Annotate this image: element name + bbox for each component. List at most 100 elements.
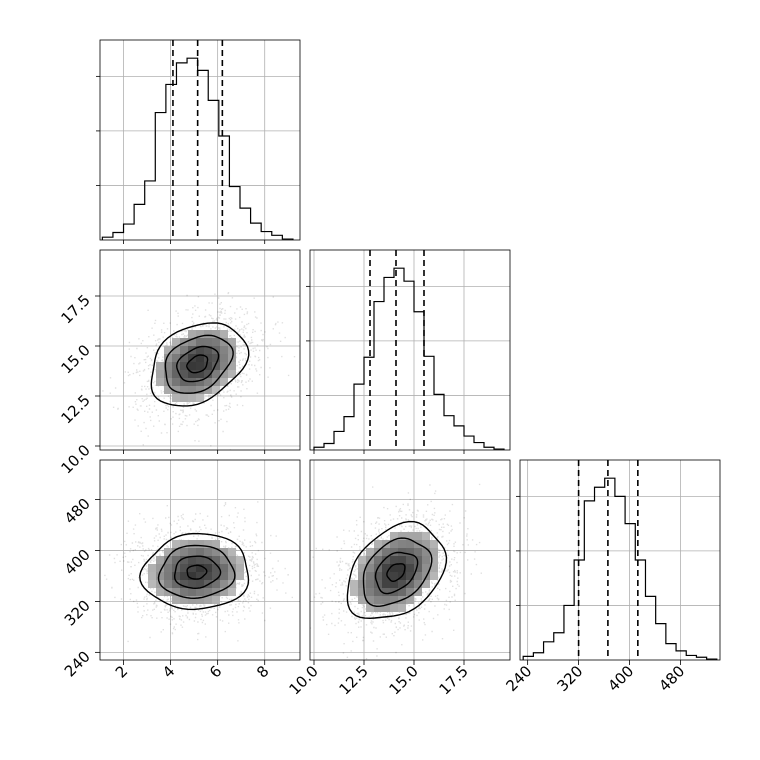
density-cell xyxy=(422,540,430,548)
density-cell xyxy=(172,548,180,556)
histogram-1 xyxy=(313,267,505,450)
density-cell xyxy=(374,604,382,612)
density-cell xyxy=(430,572,438,580)
density-cell xyxy=(220,378,228,386)
density-cell xyxy=(406,548,414,556)
x-tick-label: 12.5 xyxy=(335,662,371,698)
density-cell xyxy=(220,572,228,580)
density-cell xyxy=(220,346,228,354)
density-cell xyxy=(180,370,188,378)
density-cell xyxy=(172,556,180,564)
density-cell xyxy=(204,596,212,604)
density-cell xyxy=(188,540,196,548)
density-cell xyxy=(398,548,406,556)
density-cell xyxy=(196,370,204,378)
density-cell xyxy=(422,556,430,564)
density-cell xyxy=(188,370,196,378)
density-cell xyxy=(204,564,212,572)
x-tick-label: 480 xyxy=(655,662,688,695)
y-tick-label: 480 xyxy=(61,495,94,528)
hist-panel-2 xyxy=(516,459,721,661)
density-cell xyxy=(236,572,244,580)
density-cell xyxy=(156,556,164,564)
scatter-frame-0 xyxy=(99,249,301,451)
density-cell xyxy=(398,580,406,588)
density-cell xyxy=(220,338,228,346)
contour-1-1 xyxy=(174,555,222,590)
panel-content-1 xyxy=(100,460,300,660)
x-tick-label: 4 xyxy=(159,662,178,681)
density-cell xyxy=(188,588,196,596)
density-cell xyxy=(164,362,172,370)
density-cell xyxy=(164,556,172,564)
density-cell xyxy=(212,338,220,346)
density-cell xyxy=(148,572,156,580)
density-cell xyxy=(406,588,414,596)
density-cell xyxy=(358,572,366,580)
density-cell xyxy=(148,580,156,588)
density-cell xyxy=(212,596,220,604)
density-cell xyxy=(358,580,366,588)
density-cell xyxy=(390,564,398,572)
density-cell xyxy=(172,596,180,604)
density-cell xyxy=(188,564,196,572)
density-cell xyxy=(204,540,212,548)
y-tick-label: 17.5 xyxy=(57,291,93,327)
density-cell xyxy=(422,548,430,556)
density-cell xyxy=(196,596,204,604)
density-cell xyxy=(156,572,164,580)
density-cell xyxy=(220,556,228,564)
density-cell xyxy=(164,572,172,580)
density-cell xyxy=(172,540,180,548)
density-cell xyxy=(374,540,382,548)
density-cell xyxy=(220,548,228,556)
density-cell xyxy=(212,548,220,556)
density-cell xyxy=(156,362,164,370)
density-cell xyxy=(180,596,188,604)
density-cell xyxy=(430,556,438,564)
density-cell xyxy=(374,556,382,564)
density-cell xyxy=(196,362,204,370)
contour-2-3 xyxy=(346,520,448,620)
density-cell xyxy=(414,572,422,580)
x-tick-label: 8 xyxy=(253,662,272,681)
density-cell xyxy=(180,580,188,588)
scatter-points-0 xyxy=(102,292,296,450)
density-cell xyxy=(390,548,398,556)
density-cell xyxy=(164,588,172,596)
density-cell xyxy=(204,362,212,370)
density-cell xyxy=(196,580,204,588)
density-cell xyxy=(172,370,180,378)
y-tick-label: 320 xyxy=(61,597,94,630)
density-cell xyxy=(366,564,374,572)
density-cell xyxy=(180,572,188,580)
scatter-panel-1-2 xyxy=(309,459,511,661)
density-cell xyxy=(228,370,236,378)
density-cell xyxy=(220,370,228,378)
density-cell xyxy=(414,532,422,540)
density-cell xyxy=(366,588,374,596)
density-cell xyxy=(164,548,172,556)
y-tick-label: 400 xyxy=(61,546,94,579)
density-cell xyxy=(390,572,398,580)
density-cell xyxy=(164,354,172,362)
hist-frame-0 xyxy=(99,39,301,241)
density-cell xyxy=(204,338,212,346)
density-cell xyxy=(148,564,156,572)
density-cell xyxy=(204,370,212,378)
density-cell xyxy=(180,556,188,564)
density-cell xyxy=(414,548,422,556)
density-cell xyxy=(204,330,212,338)
density-cell xyxy=(430,548,438,556)
density-cell xyxy=(156,370,164,378)
contour-0-0 xyxy=(186,354,209,374)
density-cell xyxy=(196,378,204,386)
y-tick-label: 15.0 xyxy=(57,341,93,377)
scatter-frame-1 xyxy=(99,459,301,661)
density-cell xyxy=(164,564,172,572)
density-cell xyxy=(398,532,406,540)
x-tick-label: 15.0 xyxy=(385,662,421,698)
density-cell xyxy=(390,532,398,540)
density-cell xyxy=(398,564,406,572)
density-cell xyxy=(188,572,196,580)
